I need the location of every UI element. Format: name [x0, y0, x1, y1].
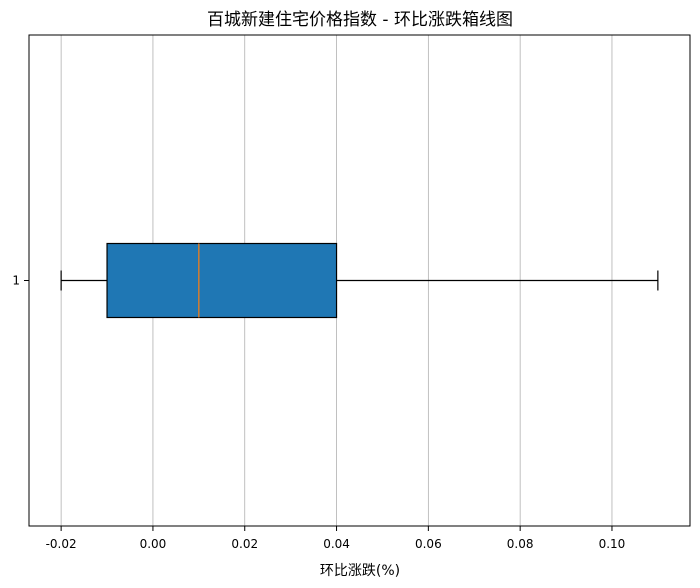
x-tick-label: 0.02 — [231, 537, 258, 551]
x-axis: -0.02 0.00 0.02 0.04 0.06 0.08 0.10 — [46, 526, 626, 551]
x-tick-label: 0.06 — [415, 537, 442, 551]
x-tick-label: 0.08 — [507, 537, 534, 551]
iqr-box — [106, 242, 338, 319]
y-axis: 1 — [12, 274, 29, 288]
y-tick-label: 1 — [12, 274, 20, 288]
x-tick-label: 0.00 — [140, 537, 167, 551]
chart-title: 百城新建住宅价格指数 - 环比涨跌箱线图 — [207, 10, 513, 30]
box-plot-series — [60, 242, 659, 319]
x-tick-label: 0.04 — [323, 537, 350, 551]
x-tick-label: -0.02 — [46, 537, 77, 551]
x-tick-label: 0.10 — [599, 537, 626, 551]
x-axis-label: 环比涨跌(%) — [320, 563, 400, 579]
